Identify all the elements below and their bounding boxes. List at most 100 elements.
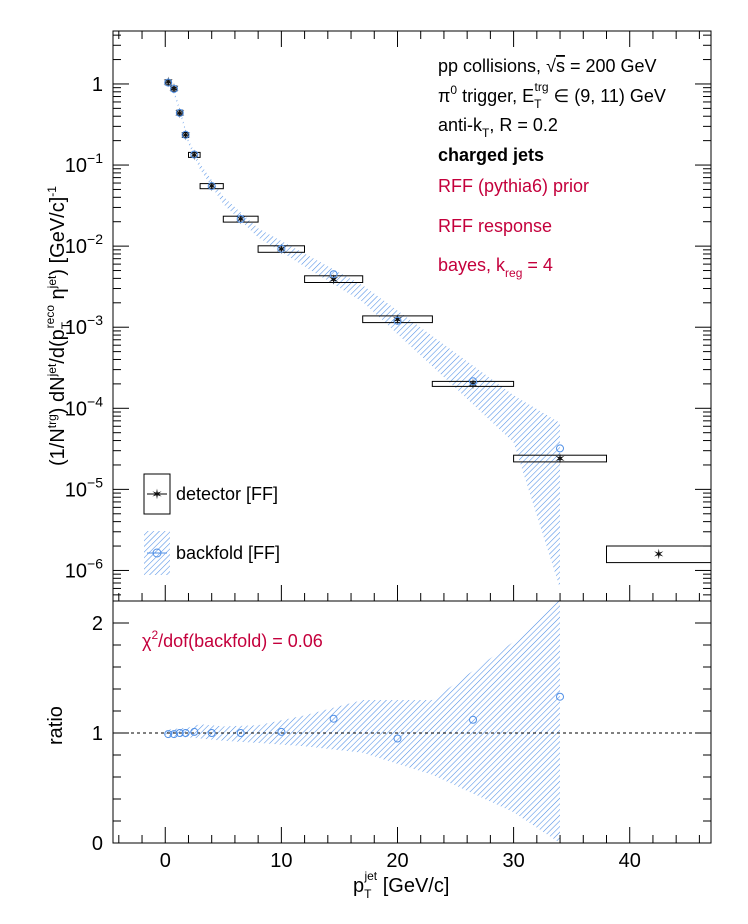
y-tick-exponent: −2 bbox=[87, 231, 103, 247]
annotation-trigger-e: trg bbox=[535, 80, 549, 94]
y-tick-label: 10−2 bbox=[65, 231, 103, 258]
ylabel-h: η bbox=[47, 288, 69, 305]
y-tick-label: 10−1 bbox=[65, 150, 103, 177]
annotation-collisions-b: s bbox=[556, 56, 565, 76]
backfold-point bbox=[207, 182, 216, 191]
y-tick-label: 10−3 bbox=[65, 312, 103, 339]
spectrum-axis-ticks: 110−110−210−310−410−510−6 bbox=[65, 31, 711, 601]
annotation-algorithm-b: T bbox=[482, 126, 490, 140]
detector-point: ✶ bbox=[188, 147, 200, 163]
ratio-series bbox=[164, 692, 564, 743]
ratio-point bbox=[175, 729, 184, 737]
xlabel-b: T bbox=[364, 887, 372, 901]
ratio-point bbox=[469, 715, 477, 724]
detector-syst-box bbox=[170, 85, 178, 92]
ratio-frame bbox=[112, 600, 712, 844]
y-tick-exponent: −5 bbox=[87, 474, 103, 490]
detector-syst-box bbox=[182, 132, 189, 138]
detector-point: ✶ bbox=[235, 211, 247, 227]
backfold-point bbox=[469, 377, 477, 386]
y-tick-base: 10 bbox=[65, 236, 87, 258]
ylabel-d: jet bbox=[45, 363, 59, 377]
detector-syst-box bbox=[362, 315, 433, 324]
y-tick-base: 10 bbox=[65, 560, 87, 582]
y-tick-exponent: −4 bbox=[87, 393, 103, 409]
detector-point: ✶ bbox=[653, 546, 665, 562]
ratio-y-tick-label: 1 bbox=[92, 723, 103, 745]
annotation-bayes-b: reg bbox=[505, 266, 522, 280]
y-tick-label: 10−6 bbox=[65, 555, 103, 582]
annotation-algorithm-c: , R = 0.2 bbox=[489, 115, 558, 135]
backfold-point bbox=[329, 270, 338, 279]
backfold-point bbox=[236, 215, 245, 223]
backfold-point bbox=[393, 316, 402, 325]
annotation-bayes-a: bayes, k bbox=[438, 255, 506, 275]
ylabel-g: reco bbox=[43, 305, 57, 329]
annotation-trigger-a: π bbox=[438, 86, 450, 106]
legend-entry-detector: ✶ detector [FF] bbox=[143, 473, 278, 515]
annotation-trigger-c: trigger, E bbox=[457, 86, 534, 106]
legend-detector-box bbox=[143, 473, 171, 515]
ylabel-e: /d(p bbox=[47, 329, 69, 363]
detector-point: ✶ bbox=[276, 241, 288, 257]
backfold-point bbox=[190, 150, 199, 159]
ratio-chi2-annotation: χ2/dof(backfold) = 0.06 bbox=[142, 628, 323, 651]
xlabel-c: jet bbox=[363, 869, 377, 883]
detector-syst-box bbox=[431, 380, 515, 387]
y-tick-exponent: −1 bbox=[87, 150, 103, 166]
ratio-point bbox=[277, 727, 286, 736]
y-tick-label: 10−5 bbox=[65, 474, 103, 501]
legend-entry-backfold: backfold [FF] bbox=[144, 531, 280, 575]
ratio-point bbox=[329, 714, 338, 723]
ylabel-k: -1 bbox=[45, 186, 59, 197]
annotation-response: RFF response bbox=[438, 216, 552, 236]
y-tick-exponent: −3 bbox=[87, 312, 103, 328]
ratio-y-tick-label: 2 bbox=[92, 613, 103, 635]
detector-point: ✶ bbox=[467, 376, 479, 392]
ratio-point bbox=[164, 730, 173, 739]
legend-backfold-marker bbox=[152, 548, 162, 558]
annotation-algorithm: anti-kT, R = 0.2 bbox=[438, 115, 558, 140]
y-tick-exponent: −6 bbox=[87, 555, 103, 571]
detector-syst-box bbox=[606, 545, 711, 564]
ratio-y-axis-label: ratio bbox=[45, 706, 67, 745]
ratio-point bbox=[170, 730, 178, 739]
annotation-bayes: bayes, kreg = 4 bbox=[438, 255, 553, 280]
y-tick-base: 10 bbox=[65, 317, 87, 339]
detector-syst-box bbox=[176, 109, 184, 116]
legend-backfold-label: backfold [FF] bbox=[176, 543, 280, 563]
chi2-c: /dof(backfold) = 0.06 bbox=[158, 631, 323, 651]
ylabel-a: (1/N bbox=[47, 428, 69, 466]
ylabel-c: ) dN bbox=[47, 376, 69, 414]
y-tick-label: 10−4 bbox=[65, 393, 103, 420]
chi2-a: χ bbox=[142, 631, 152, 651]
detector-point: ✶ bbox=[392, 311, 404, 327]
ratio-point bbox=[393, 734, 402, 743]
detector-point: ✶ bbox=[206, 178, 218, 194]
annotation-collisions-c: = 200 GeV bbox=[565, 56, 657, 76]
annotation-collisions: pp collisions, √s = 200 GeV bbox=[438, 56, 657, 76]
ylabel-f: T bbox=[59, 321, 73, 329]
detector-point: ✶ bbox=[180, 127, 192, 143]
x-tick-label: 20 bbox=[386, 850, 408, 872]
y-tick-base: 10 bbox=[65, 155, 87, 177]
backfold-point bbox=[181, 130, 190, 139]
spectrum-annotations: pp collisions, √s = 200 GeV π0 trigger, … bbox=[438, 56, 666, 280]
ratio-band bbox=[165, 601, 560, 843]
detector-point: ✶ bbox=[168, 81, 180, 97]
ylabel-i: jet bbox=[45, 275, 59, 289]
detector-syst-box bbox=[513, 454, 607, 463]
ylabel-b: trg bbox=[45, 414, 59, 428]
ylabel-j: ) [GeV/c] bbox=[47, 197, 69, 276]
annotation-trigger-f: ∈ (9, 11) GeV bbox=[549, 86, 666, 106]
y-tick-base: 10 bbox=[65, 398, 87, 420]
chi2-b: 2 bbox=[151, 628, 158, 642]
sqrt-symbol: √ bbox=[546, 56, 556, 76]
ratio-point bbox=[236, 729, 245, 737]
annotation-trigger-d: T bbox=[534, 97, 542, 111]
ratio-point bbox=[181, 729, 190, 737]
annotation-charged-jets: charged jets bbox=[438, 145, 544, 165]
